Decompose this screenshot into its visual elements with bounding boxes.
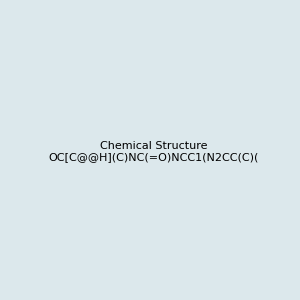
- Text: Chemical Structure
OC[C@@H](C)NC(=O)NCC1(N2CC(C)(: Chemical Structure OC[C@@H](C)NC(=O)NCC1…: [49, 141, 259, 162]
